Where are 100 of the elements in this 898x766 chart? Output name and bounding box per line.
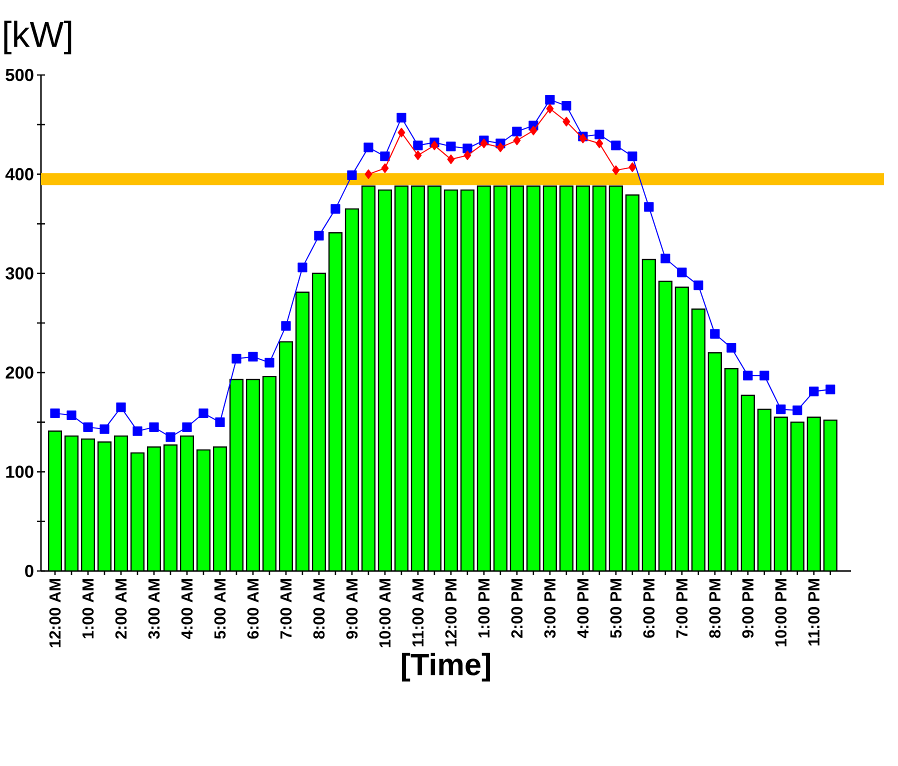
point — [83, 422, 93, 432]
point — [347, 170, 357, 180]
bar — [378, 189, 392, 571]
point — [809, 386, 819, 396]
point — [596, 138, 604, 148]
point — [215, 417, 225, 427]
y-tick-label: 200 — [6, 366, 34, 379]
x-tick-label: 6:00 PM — [643, 579, 655, 638]
point — [792, 405, 802, 416]
bar — [130, 452, 145, 571]
y-axis-title: [kW] — [4, 20, 72, 54]
y-tick-label: 300 — [6, 267, 34, 280]
point — [562, 100, 572, 111]
point — [530, 126, 538, 136]
point — [677, 268, 687, 278]
x-tick-label: 8:00 PM — [709, 579, 721, 638]
point — [100, 424, 110, 434]
point — [414, 150, 422, 160]
point — [660, 254, 670, 264]
point — [545, 94, 555, 105]
x-tick-label: 1:00 PM — [478, 579, 490, 638]
x-tick-label: 3:00 PM — [544, 579, 556, 638]
point — [611, 140, 621, 150]
point — [546, 104, 554, 114]
point — [628, 162, 636, 172]
x-tick-label: 3:00 AM — [148, 579, 160, 639]
point — [166, 432, 176, 442]
bar — [64, 435, 79, 571]
point — [710, 329, 720, 339]
point — [66, 410, 76, 420]
x-tick-label: 11:00 PM — [808, 579, 820, 646]
point — [776, 404, 786, 414]
bar — [410, 185, 425, 571]
point — [462, 144, 472, 154]
point — [628, 152, 638, 162]
y-tick-label: 0 — [25, 564, 34, 578]
point — [644, 202, 654, 212]
point — [594, 130, 604, 140]
x-tick-label: 5:00 AM — [214, 579, 226, 639]
y-tick-label: 500 — [6, 68, 34, 82]
bar — [212, 446, 228, 571]
bar — [542, 185, 557, 571]
x-tick-label: 2:00 AM — [115, 579, 127, 639]
x-tick-label: 9:00 AM — [346, 579, 358, 639]
point — [116, 402, 126, 412]
x-tick-label: 8:00 AM — [313, 579, 325, 639]
x-tick-label: 11:00 AM — [412, 579, 424, 646]
x-tick-label: 4:00 AM — [181, 579, 193, 640]
bar — [262, 376, 276, 571]
x-axis-title: [Time] — [402, 652, 490, 682]
point — [248, 352, 258, 362]
y-tick-label: 100 — [6, 466, 34, 478]
point — [612, 165, 620, 176]
point — [562, 116, 570, 126]
x-tick-label: 7:00 AM — [280, 579, 292, 639]
point — [694, 280, 704, 290]
point — [480, 138, 488, 148]
point — [398, 128, 406, 138]
bar — [114, 435, 128, 571]
point — [314, 230, 324, 240]
x-tick-label: 10:00 PM — [775, 579, 787, 646]
point — [232, 354, 242, 364]
bar — [328, 232, 342, 571]
y-tick-label: 400 — [5, 168, 34, 180]
point — [447, 154, 455, 164]
point — [149, 422, 159, 432]
bar — [476, 185, 491, 571]
bar — [180, 435, 194, 571]
point — [413, 140, 423, 150]
bar — [278, 341, 293, 571]
point — [380, 152, 390, 162]
x-tick-label: 2:00 PM — [511, 579, 523, 638]
bar — [196, 449, 211, 571]
x-tick-label: 10:00 AM — [379, 579, 391, 648]
point — [281, 321, 291, 331]
point — [743, 370, 753, 380]
point — [264, 358, 274, 368]
point — [298, 262, 308, 272]
bar — [48, 430, 62, 571]
point — [464, 150, 472, 160]
bar — [344, 208, 359, 571]
bar — [460, 189, 474, 571]
bar — [493, 185, 508, 571]
bar — [164, 445, 177, 571]
bar — [510, 185, 524, 571]
bar — [427, 185, 442, 571]
point — [826, 384, 836, 394]
bar — [361, 185, 376, 571]
point — [760, 370, 770, 380]
bar — [80, 438, 96, 571]
bar — [526, 185, 540, 571]
point — [512, 126, 522, 136]
point — [364, 169, 372, 179]
x-tick-label: 12:00 AM — [49, 579, 61, 648]
point — [132, 426, 142, 436]
x-tick-label: 6:00 AM — [247, 579, 259, 639]
point — [381, 163, 389, 174]
point — [198, 408, 208, 418]
point — [330, 204, 340, 214]
point — [364, 142, 374, 152]
